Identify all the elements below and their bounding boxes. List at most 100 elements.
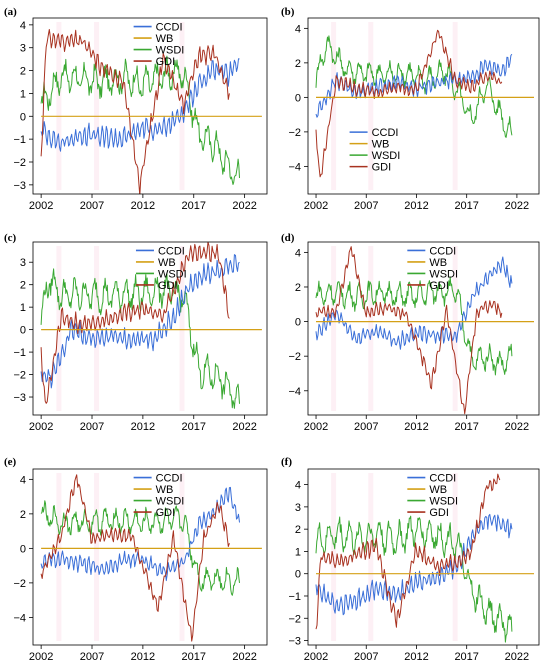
y-tick-label: 2 — [295, 58, 301, 70]
x-tick-label: 2017 — [454, 651, 478, 663]
y-tick-label: −3 — [13, 392, 26, 404]
y-tick-label: 0 — [20, 111, 26, 123]
background-band — [179, 473, 185, 641]
y-tick-label: −4 — [13, 612, 26, 624]
y-tick-label: 0 — [295, 92, 301, 104]
series-line-gdi — [315, 246, 503, 415]
legend-label-ccdi: CCDI — [429, 473, 456, 485]
x-tick-label: 2017 — [182, 421, 206, 433]
series-group — [40, 474, 262, 642]
y-tick-label: 1 — [20, 88, 26, 100]
legend-label-wb: WB — [429, 257, 447, 269]
background-band — [331, 246, 337, 411]
legend-label-gdi: GDI — [429, 280, 449, 292]
x-tick-label: 2017 — [182, 200, 206, 212]
legend-label-gdi: GDI — [156, 507, 176, 519]
y-tick-label: 2 — [20, 509, 26, 521]
background-band — [179, 246, 185, 411]
x-tick-label: 2017 — [454, 200, 478, 212]
series-group — [40, 29, 262, 194]
legend-label-gdi: GDI — [158, 280, 178, 292]
y-tick-label: −1 — [13, 134, 26, 146]
x-tick-label: 2022 — [232, 200, 256, 212]
y-tick-label: 1 — [20, 302, 26, 314]
axes-frame — [32, 241, 268, 416]
panel-a: (a) 2002 2007 2012 2017 2022 −3 −2 −1 0 1 2 3 4 CCDIWB… — [4, 6, 268, 212]
legend-label-wb: WB — [158, 257, 176, 269]
y-tick-label: 2 — [295, 524, 301, 536]
y-tick-label: −2 — [288, 127, 301, 139]
y-tick-label: 3 — [295, 502, 301, 514]
x-tick-label: 2007 — [354, 200, 378, 212]
background-band — [331, 22, 337, 190]
x-tick-label: 2002 — [304, 200, 328, 212]
x-tick-label: 2017 — [454, 421, 478, 433]
x-tick-label: 2022 — [232, 421, 256, 433]
x-tick-label: 2012 — [404, 200, 428, 212]
legend-label-ccdi: CCDI — [429, 245, 456, 257]
y-tick-label: 3 — [20, 43, 26, 55]
x-tick-label: 2012 — [131, 651, 155, 663]
panel-label: (a) — [4, 6, 17, 18]
background-band — [94, 22, 100, 190]
x-tick-label: 2012 — [404, 421, 428, 433]
series-line-gdi — [315, 473, 501, 630]
background-band — [94, 246, 100, 411]
legend-label-gdi: GDI — [372, 162, 392, 174]
x-tick-label: 2022 — [232, 651, 256, 663]
legend-label-wb: WB — [156, 484, 174, 496]
series-line-wsdi — [40, 500, 240, 596]
y-tick-label: −1 — [288, 591, 301, 603]
series-line-gdi — [40, 29, 230, 194]
y-tick-label: 1 — [295, 546, 301, 558]
legend-label-ccdi: CCDI — [372, 127, 399, 139]
panel-f: (f) 2002 2007 2012 2017 2022 −3 −2 −1 0 1 2 3 4 CCDIWB… — [281, 456, 540, 663]
y-tick-label: 0 — [20, 543, 26, 555]
series-line-gdi — [315, 29, 503, 178]
legend-label-wb: WB — [156, 33, 174, 45]
axes-frame — [307, 468, 540, 646]
y-tick-label: 2 — [295, 282, 301, 294]
y-tick-label: 4 — [295, 247, 301, 259]
series-group — [315, 473, 534, 643]
panel-c: (c) 2002 2007 2012 2017 2022 −3 −2 −1 0 1 2 3 CCDIWBW… — [4, 232, 268, 433]
series-group — [315, 246, 534, 415]
y-tick-label: 4 — [20, 474, 26, 486]
panel-b: (b) 2002 2007 2012 2017 2022 −4 −2 0 2 4 CCDIWBWSDI… — [281, 6, 540, 212]
axes-frame — [307, 241, 540, 416]
x-tick-label: 2012 — [404, 651, 428, 663]
legend-label-wb: WB — [372, 139, 390, 151]
y-tick-label: 4 — [295, 23, 301, 35]
y-tick-label: −2 — [288, 351, 301, 363]
y-tick-label: −2 — [13, 370, 26, 382]
y-tick-label: 0 — [295, 317, 301, 329]
x-tick-label: 2002 — [304, 421, 328, 433]
y-tick-label: 4 — [20, 20, 26, 32]
x-tick-label: 2007 — [80, 200, 104, 212]
x-tick-label: 2022 — [505, 200, 529, 212]
x-tick-label: 2007 — [80, 421, 104, 433]
background-band — [452, 22, 458, 190]
series-line-ccdi — [40, 486, 240, 582]
x-tick-label: 2012 — [131, 421, 155, 433]
series-group — [315, 29, 534, 178]
series-line-wsdi — [315, 515, 513, 643]
x-tick-label: 2017 — [182, 651, 206, 663]
y-tick-label: 3 — [20, 257, 26, 269]
series-line-ccdi — [40, 58, 240, 152]
y-tick-label: −2 — [13, 157, 26, 169]
legend-label-wsdi: WSDI — [158, 268, 187, 280]
x-tick-label: 2007 — [80, 651, 104, 663]
x-tick-label: 2002 — [29, 421, 53, 433]
y-tick-label: 0 — [295, 569, 301, 581]
panel-e: (e) 2002 2007 2012 2017 2022 −4 −2 0 2 4 CCDIWBWSDI… — [4, 456, 268, 663]
series-line-gdi — [40, 242, 230, 404]
x-tick-label: 2002 — [29, 200, 53, 212]
background-band — [56, 22, 62, 190]
legend-label-ccdi: CCDI — [158, 245, 185, 257]
legend-label-gdi: GDI — [429, 507, 449, 519]
y-tick-label: 4 — [295, 480, 301, 492]
y-tick-label: −2 — [288, 613, 301, 625]
y-tick-label: −2 — [13, 578, 26, 590]
